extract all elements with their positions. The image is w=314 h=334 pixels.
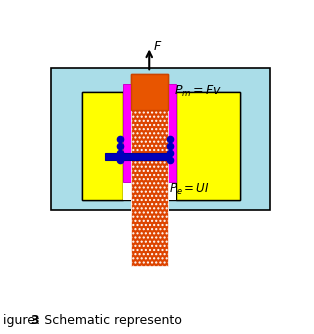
Bar: [168, 92, 176, 199]
Bar: [131, 99, 168, 267]
Bar: [105, 153, 170, 160]
Bar: [168, 84, 176, 182]
Text: $F$: $F$: [153, 40, 162, 53]
Bar: [123, 92, 131, 199]
Bar: [123, 84, 131, 182]
Bar: [131, 73, 168, 110]
Bar: [176, 92, 240, 199]
Bar: [131, 99, 168, 267]
Bar: [51, 68, 270, 210]
Bar: [82, 92, 240, 199]
Text: igure: igure: [3, 314, 39, 327]
Bar: [131, 73, 168, 110]
Bar: [131, 99, 168, 267]
Text: : Schematic represento: : Schematic represento: [36, 314, 182, 327]
Text: 3: 3: [30, 314, 38, 327]
Text: $P_m = Fv$: $P_m = Fv$: [174, 84, 223, 99]
Bar: [82, 92, 123, 199]
Text: $P_e = UI$: $P_e = UI$: [170, 182, 210, 197]
